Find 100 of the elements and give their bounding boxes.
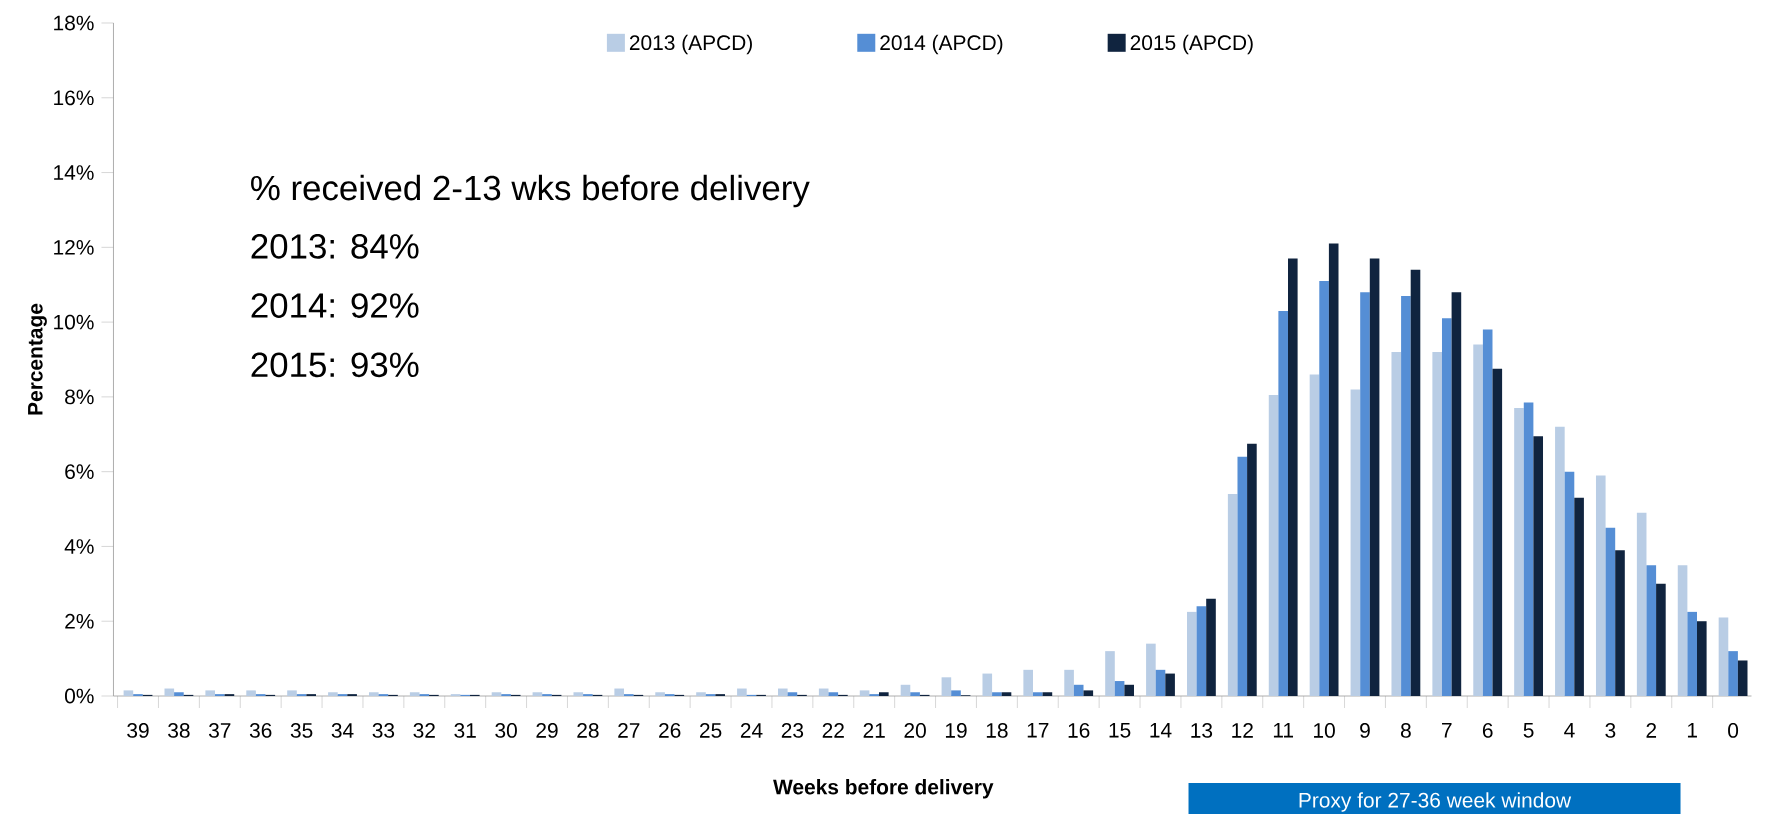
bar — [1677, 565, 1688, 696]
x-tick-label: 9 — [1360, 723, 1370, 738]
x-tick-label: 2 — [1646, 723, 1657, 738]
bar — [1023, 669, 1033, 696]
bar — [992, 692, 1002, 696]
bar — [1278, 310, 1288, 696]
bar — [1432, 352, 1442, 696]
y-tick-label: 18% — [54, 15, 94, 31]
bar — [1646, 565, 1657, 696]
bar — [1473, 344, 1483, 696]
bar — [1696, 621, 1707, 696]
bar — [1186, 611, 1197, 696]
bar — [1350, 389, 1361, 696]
bar — [328, 692, 338, 696]
x-tick-label: 5 — [1523, 723, 1534, 738]
bar — [1441, 318, 1452, 696]
bar — [1288, 258, 1298, 696]
annotation: 2015: 93% — [251, 352, 419, 378]
x-tick-label: 34 — [331, 723, 354, 738]
bar — [174, 692, 184, 696]
bar — [941, 677, 952, 696]
bar — [1369, 258, 1380, 696]
x-tick-label: 18 — [986, 723, 1008, 738]
bar — [1319, 280, 1329, 696]
y-tick-label: 6% — [65, 464, 94, 480]
bar — [123, 690, 134, 696]
bar — [409, 692, 420, 696]
x-tick-label: 24 — [740, 723, 763, 738]
bar — [982, 673, 993, 696]
bar — [777, 688, 788, 696]
bar — [951, 690, 961, 696]
x-tick-label: 33 — [372, 723, 395, 738]
bar — [1514, 408, 1524, 696]
bar — [1595, 475, 1606, 696]
bar — [1533, 436, 1544, 696]
bar — [655, 692, 665, 696]
bar — [1615, 550, 1625, 696]
bar — [1206, 598, 1216, 696]
bar — [1656, 583, 1666, 696]
x-tick-label: 0 — [1728, 723, 1739, 738]
annotation: 2014: 92% — [251, 293, 419, 318]
bar — [1165, 673, 1175, 696]
x-tick-label: 23 — [781, 723, 804, 738]
x-tick-label: 1 — [1687, 723, 1697, 738]
x-tick-label: 35 — [290, 723, 313, 738]
x-tick-label: 10 — [1314, 723, 1335, 738]
x-tick-label: 25 — [700, 723, 722, 738]
bar — [1001, 692, 1012, 696]
y-tick-label: 10% — [54, 314, 94, 330]
x-tick-label: 14 — [1150, 723, 1172, 738]
bar — [1268, 395, 1279, 696]
x-tick-label: 31 — [454, 723, 476, 738]
bar — [1032, 692, 1043, 696]
x-tick-label: 32 — [413, 723, 435, 738]
y-tick-label: 16% — [54, 90, 94, 106]
bar — [1083, 690, 1094, 696]
bar — [491, 692, 502, 696]
bar — [1328, 243, 1339, 696]
y-tick-label: 4% — [64, 539, 94, 554]
y-tick-label: 2% — [65, 613, 94, 629]
bar — [1227, 494, 1238, 696]
x-tick-label: 28 — [577, 723, 599, 738]
bar — [910, 692, 920, 696]
bar — [1155, 669, 1166, 696]
bar — [737, 688, 747, 696]
bar — [1728, 651, 1738, 696]
legend-label: 2014 (APCD) — [880, 34, 1003, 55]
bar — [696, 692, 706, 696]
bar — [532, 692, 543, 696]
y-tick-label: 0% — [65, 688, 94, 704]
text: Proxy for 27-36 week window — [1299, 792, 1572, 812]
bar — [1482, 329, 1493, 696]
x-tick-label: 36 — [249, 723, 272, 738]
x-tick-label: 17 — [1027, 723, 1049, 738]
bar — [1114, 681, 1125, 696]
bar — [828, 692, 839, 696]
bar — [787, 692, 798, 696]
bar — [1360, 292, 1370, 696]
bar — [1064, 669, 1074, 696]
bar — [1555, 426, 1565, 696]
bar — [900, 684, 911, 696]
x-tick-label: 29 — [536, 723, 558, 738]
annotation: 2013: 84% — [251, 234, 419, 259]
bar — [573, 692, 584, 696]
x-tick-label: 37 — [208, 723, 231, 738]
legend-label: 2015 (APCD) — [1130, 34, 1253, 55]
x-tick-label: 38 — [168, 723, 190, 738]
bar — [1574, 497, 1584, 696]
x-tick-label: 30 — [495, 723, 517, 738]
x-tick-label: 15 — [1109, 723, 1131, 738]
bar — [246, 690, 256, 696]
x-tick-label: 27 — [618, 723, 640, 738]
bar — [1737, 660, 1748, 696]
bar — [287, 690, 297, 696]
y-tick-label: 8% — [65, 389, 94, 405]
bar — [1105, 651, 1115, 696]
bar — [1605, 527, 1616, 696]
bar — [1523, 402, 1534, 696]
y-axis-title: Percentage — [28, 303, 47, 415]
x-tick-label: 3 — [1605, 723, 1616, 738]
